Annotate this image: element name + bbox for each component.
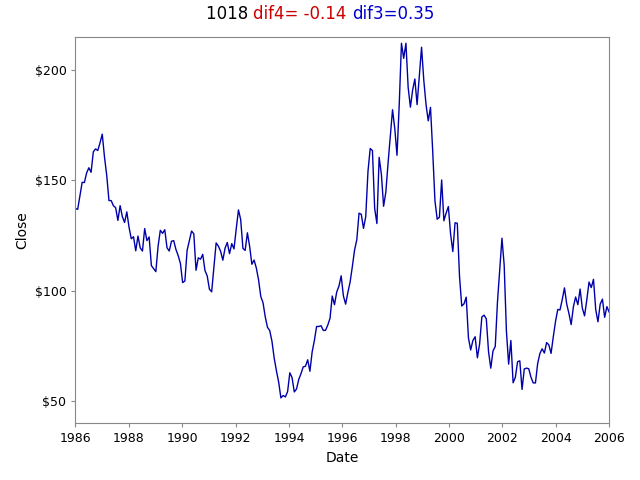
Y-axis label: Close: Close [15, 211, 29, 249]
X-axis label: Date: Date [326, 451, 359, 465]
Text: dif3=0.35: dif3=0.35 [352, 5, 435, 23]
Text: dif4= -0.14: dif4= -0.14 [253, 5, 352, 23]
Text: 1018: 1018 [205, 5, 253, 23]
